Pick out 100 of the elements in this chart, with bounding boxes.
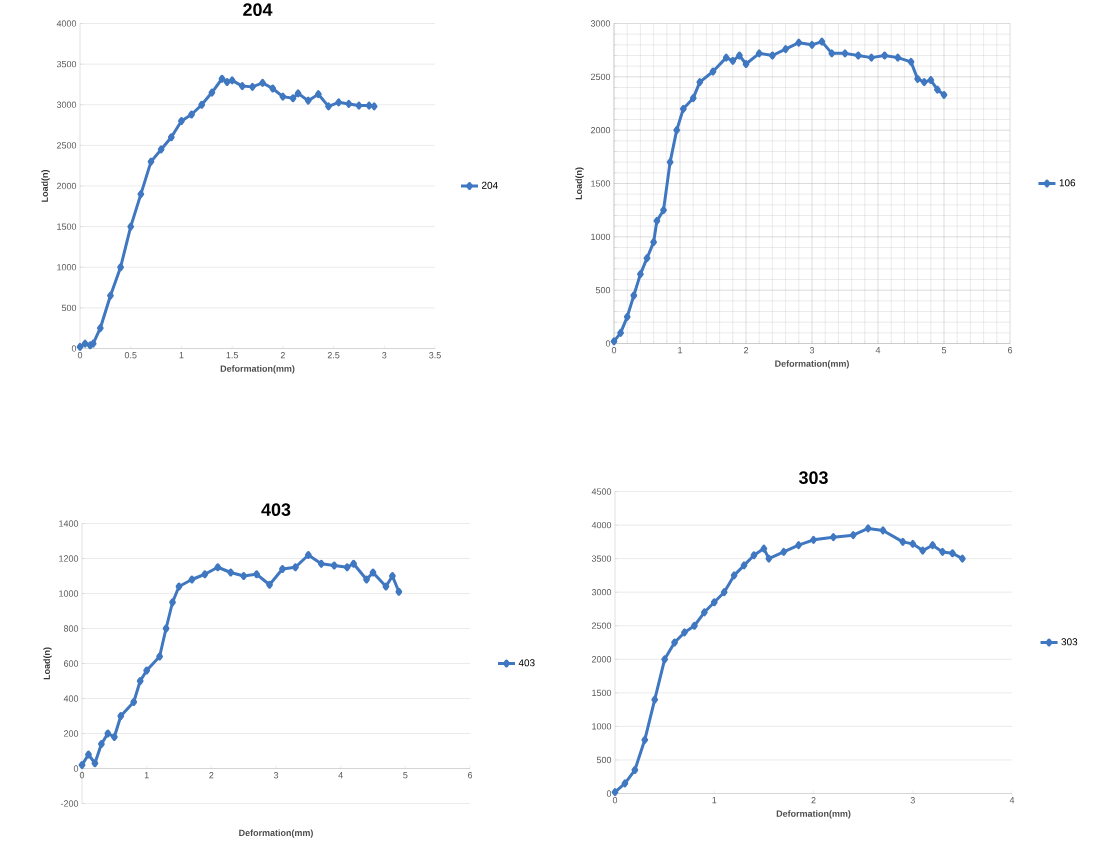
y-tick-label: 2000 — [591, 127, 611, 134]
point — [136, 677, 144, 686]
point — [927, 76, 935, 85]
point — [214, 563, 222, 572]
y-axis-title: Load(n) — [41, 170, 50, 203]
point — [643, 254, 651, 263]
point — [631, 766, 639, 775]
y-tick-label: 1000 — [592, 723, 612, 730]
x-tick-label: 3 — [910, 797, 915, 804]
point — [795, 38, 803, 47]
point — [736, 51, 743, 60]
point — [249, 83, 256, 92]
x-tick-label: 3 — [809, 347, 815, 354]
point — [330, 561, 338, 570]
y-tick-label: 3000 — [590, 20, 611, 27]
point — [720, 588, 728, 597]
y-tick-label: 1000 — [591, 233, 611, 241]
point — [162, 624, 170, 633]
x-tick-label: 1 — [678, 347, 683, 354]
point — [81, 339, 89, 348]
y-tick-label: 500 — [61, 304, 77, 312]
point — [940, 91, 948, 100]
x-tick-label: 3 — [382, 352, 387, 359]
y-tick-label: 2000 — [56, 183, 77, 190]
point — [110, 733, 118, 742]
y-tick-label: 4500 — [591, 488, 612, 495]
y-tick-label: 800 — [63, 625, 79, 632]
x-axis-title: Deformation(mm) — [776, 810, 851, 819]
point — [228, 76, 236, 85]
x-tick-label: 0 — [79, 772, 85, 779]
point — [919, 546, 927, 555]
y-tick-label: 3000 — [56, 101, 77, 109]
point — [259, 79, 266, 88]
chart-title: 403 — [261, 503, 291, 517]
point — [91, 759, 99, 768]
y-tick-label: 3000 — [591, 589, 612, 596]
y-tick-label: 1500 — [592, 689, 612, 697]
point — [765, 554, 773, 563]
x-axis-title: Deformation(mm) — [239, 829, 313, 839]
point — [611, 788, 619, 797]
y-tick-label: 1000 — [59, 590, 79, 597]
point — [350, 560, 357, 568]
point — [641, 736, 649, 745]
point — [959, 554, 966, 563]
point — [304, 96, 312, 105]
point — [617, 329, 624, 338]
point — [610, 337, 618, 346]
point — [755, 49, 763, 58]
y-tick-label: 2000 — [592, 656, 612, 663]
point — [117, 263, 124, 272]
y-tick-label: 2500 — [56, 142, 77, 149]
point — [188, 575, 196, 584]
point — [365, 101, 373, 110]
point — [240, 572, 248, 581]
point — [671, 638, 678, 647]
point — [218, 74, 226, 83]
point — [666, 158, 674, 167]
point — [345, 100, 353, 109]
point — [920, 78, 928, 87]
point — [188, 110, 195, 119]
point — [769, 51, 776, 60]
y-tick-label: 2500 — [592, 622, 612, 630]
y-tick-label: 0 — [73, 765, 79, 772]
point — [829, 533, 837, 542]
point — [949, 549, 956, 558]
point — [117, 712, 125, 721]
point — [849, 531, 857, 540]
y-tick-label: 600 — [63, 660, 79, 667]
y-tick-label: 4000 — [591, 522, 612, 529]
point — [810, 536, 817, 545]
y-tick-label: 4000 — [56, 20, 77, 27]
point — [238, 82, 246, 91]
point — [623, 313, 631, 322]
point — [289, 94, 297, 103]
point — [343, 563, 351, 572]
point — [650, 238, 657, 247]
x-tick-label: 6 — [1007, 347, 1013, 354]
point — [914, 75, 921, 84]
x-tick-label: 6 — [467, 772, 473, 779]
x-tick-label: 3 — [273, 772, 279, 779]
point — [294, 89, 302, 98]
point — [679, 105, 687, 114]
point — [742, 60, 750, 69]
point — [178, 117, 185, 126]
point — [818, 37, 826, 46]
point — [621, 779, 629, 788]
x-tick-label: 5 — [403, 772, 408, 779]
x-tick-label: 0 — [612, 797, 618, 804]
point — [279, 565, 286, 574]
y-tick-label: -200 — [60, 800, 79, 807]
chart-title: 204 — [243, 3, 273, 17]
point — [389, 572, 396, 581]
x-tick-label: 1.5 — [226, 352, 238, 359]
point — [85, 750, 92, 759]
point — [157, 145, 165, 154]
y-tick-label: 1500 — [57, 223, 77, 231]
point — [939, 548, 946, 557]
point — [156, 652, 163, 661]
point — [841, 49, 849, 58]
chart-title: 303 — [798, 471, 828, 485]
